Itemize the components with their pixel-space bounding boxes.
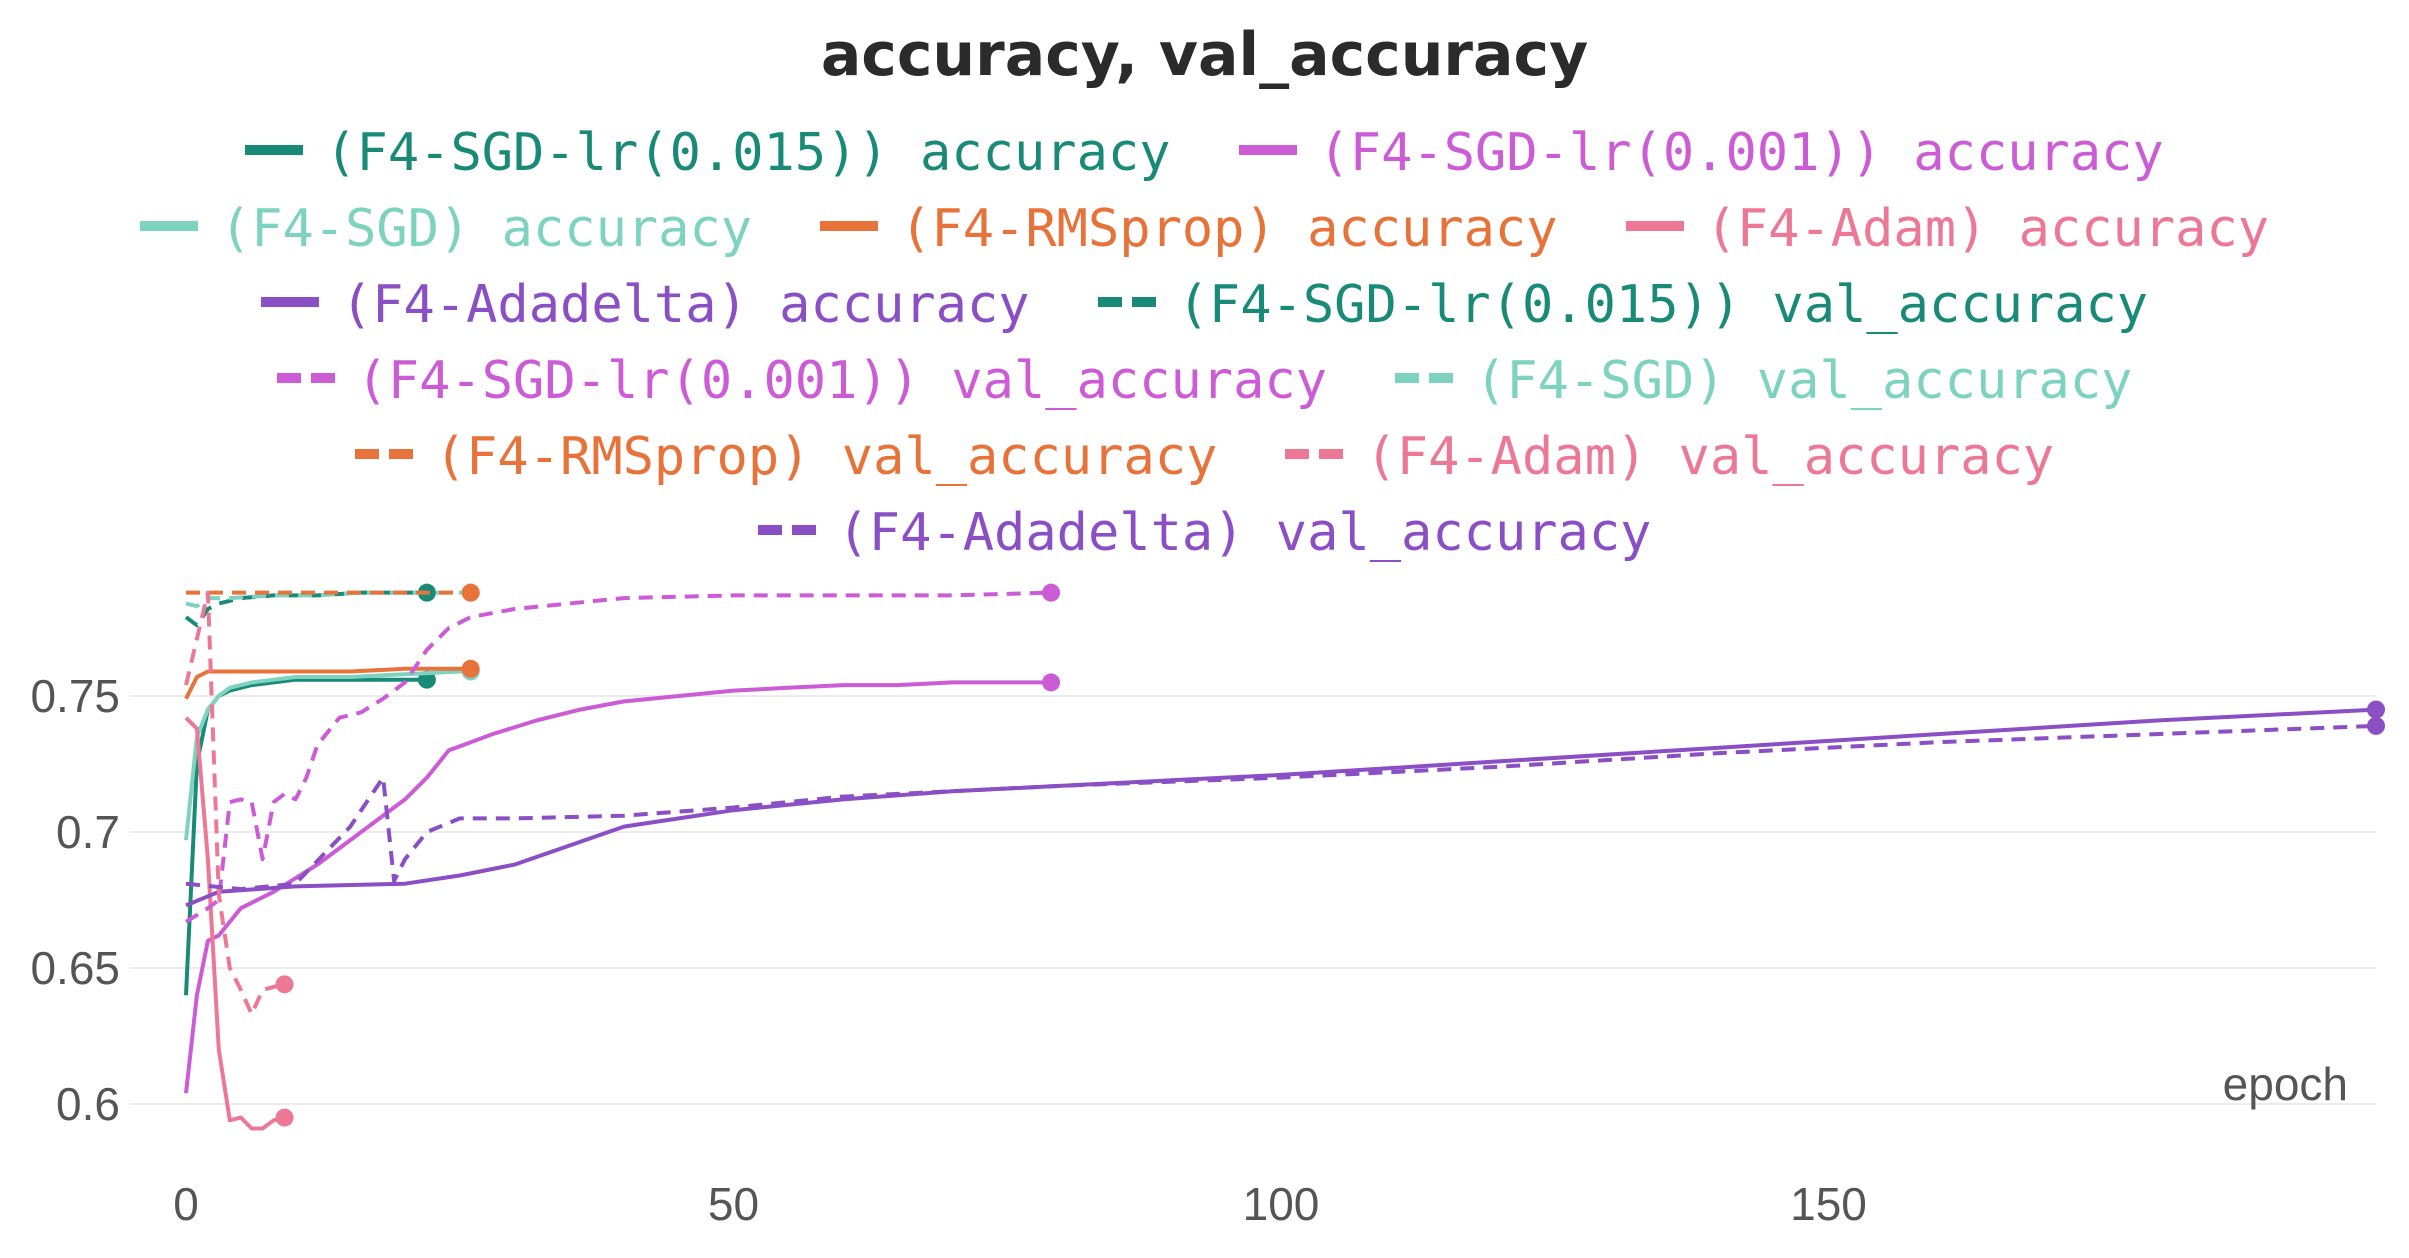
- legend-solid-line-icon: [820, 221, 879, 231]
- legend-row: (F4-Adadelta) accuracy (F4-SGD-lr(0.015))…: [0, 267, 2409, 343]
- legend-item[interactable]: (F4-SGD-lr(0.001)) accuracy: [1238, 115, 2164, 191]
- series-end-point-9[interactable]: [461, 583, 480, 602]
- legend-solid-line-icon: [1238, 145, 1297, 155]
- series-line-0[interactable]: [184, 677, 427, 996]
- series-line-1[interactable]: [184, 680, 1052, 1094]
- legend-row: (F4-SGD-lr(0.015)) accuracy (F4-SGD-lr(0.…: [0, 115, 2409, 191]
- legend-row: (F4-SGD-lr(0.001)) val_accuracy (F4-SGD) …: [0, 343, 2409, 419]
- legend-item[interactable]: (F4-Adadelta) val_accuracy: [757, 495, 1652, 571]
- series-line-2[interactable]: [184, 669, 471, 841]
- series-end-point-1[interactable]: [1042, 673, 1061, 692]
- series-end-point-7[interactable]: [1042, 583, 1061, 602]
- legend-label: (F4-SGD-lr(0.015)) accuracy: [325, 123, 1171, 183]
- legend-dashed-line-icon: [276, 373, 335, 383]
- legend-label: (F4-Adam) accuracy: [1705, 199, 2270, 259]
- series-line-4[interactable]: [184, 716, 286, 1131]
- legend-dashed-line-icon: [1395, 373, 1454, 383]
- legend-dashed-line-icon: [1285, 449, 1344, 459]
- legend-label: (F4-SGD) accuracy: [219, 199, 753, 259]
- legend-item[interactable]: (F4-SGD) accuracy: [139, 191, 753, 267]
- legend-label: (F4-SGD-lr(0.001)) val_accuracy: [356, 351, 1328, 411]
- y-tick-label: 0.7: [56, 806, 120, 858]
- grid: [130, 695, 2376, 1105]
- series-line-10[interactable]: [184, 590, 286, 1017]
- legend-solid-line-icon: [139, 221, 198, 231]
- legend-item[interactable]: (F4-SGD-lr(0.001)) val_accuracy: [276, 343, 1328, 419]
- chart-title: accuracy, val_accuracy: [820, 20, 1589, 90]
- legend-solid-line-icon: [1625, 221, 1684, 231]
- x-axis-label: epoch: [2223, 1058, 2348, 1110]
- legend-label: (F4-Adam) val_accuracy: [1365, 427, 2055, 487]
- x-tick-label: 50: [708, 1178, 759, 1230]
- legend-dashed-line-icon: [1097, 297, 1156, 307]
- legend-label: (F4-SGD-lr(0.001)) accuracy: [1318, 123, 2164, 183]
- legend-solid-line-icon: [245, 145, 304, 155]
- y-tick-label: 0.65: [30, 942, 120, 994]
- legend-item[interactable]: (F4-Adam) accuracy: [1625, 191, 2270, 267]
- series-line-5[interactable]: [185, 707, 2377, 908]
- legend-solid-line-icon: [260, 297, 319, 307]
- x-tick-label: 100: [1243, 1178, 1320, 1230]
- series-line-3[interactable]: [184, 666, 471, 700]
- legend-label: (F4-Adadelta) val_accuracy: [837, 503, 1652, 563]
- legend: (F4-SGD-lr(0.015)) accuracy (F4-SGD-lr(0.…: [0, 115, 2409, 571]
- y-tick-label: 0.6: [56, 1078, 120, 1130]
- series-end-point-10[interactable]: [275, 975, 294, 994]
- legend-item[interactable]: (F4-SGD-lr(0.015)) accuracy: [245, 115, 1171, 191]
- legend-item[interactable]: (F4-RMSprop) accuracy: [820, 191, 1558, 267]
- series-layer: [184, 583, 2385, 1131]
- series-end-point-4[interactable]: [275, 1108, 294, 1127]
- legend-item[interactable]: (F4-Adam) val_accuracy: [1285, 419, 2054, 495]
- legend-label: (F4-Adadelta) accuracy: [340, 275, 1030, 335]
- y-tick-label: 0.75: [30, 670, 120, 722]
- legend-label: (F4-SGD) val_accuracy: [1475, 351, 2133, 411]
- legend-item[interactable]: (F4-SGD-lr(0.015)) val_accuracy: [1097, 267, 2149, 343]
- legend-row: (F4-SGD) accuracy (F4-RMSprop) accuracy (F…: [0, 191, 2409, 267]
- legend-row: (F4-RMSprop) val_accuracy (F4-Adam) val_a…: [0, 419, 2409, 495]
- legend-item[interactable]: (F4-Adadelta) accuracy: [260, 267, 1030, 343]
- legend-dashed-line-icon: [354, 449, 413, 459]
- series-end-point-3[interactable]: [461, 659, 480, 678]
- series-line-11[interactable]: [185, 723, 2377, 892]
- legend-dashed-line-icon: [757, 525, 816, 535]
- x-tick-label: 150: [1790, 1178, 1867, 1230]
- legend-label: (F4-RMSprop) accuracy: [900, 199, 1558, 259]
- legend-label: (F4-RMSprop) val_accuracy: [434, 427, 1218, 487]
- series-end-point-5[interactable]: [2367, 700, 2385, 719]
- series-line-7[interactable]: [184, 590, 1052, 924]
- ticks: 0.75 0.7 0.65 0.6 0 50 100 150: [30, 670, 1866, 1230]
- legend-item[interactable]: (F4-RMSprop) val_accuracy: [354, 419, 1218, 495]
- legend-row: (F4-Adadelta) val_accuracy: [0, 495, 2409, 571]
- series-end-point-11[interactable]: [2367, 716, 2385, 735]
- x-tick-label: 0: [173, 1178, 199, 1230]
- legend-item[interactable]: (F4-SGD) val_accuracy: [1395, 343, 2132, 419]
- series-line-6[interactable]: [184, 590, 427, 628]
- legend-label: (F4-SGD-lr(0.015)) val_accuracy: [1177, 275, 2149, 335]
